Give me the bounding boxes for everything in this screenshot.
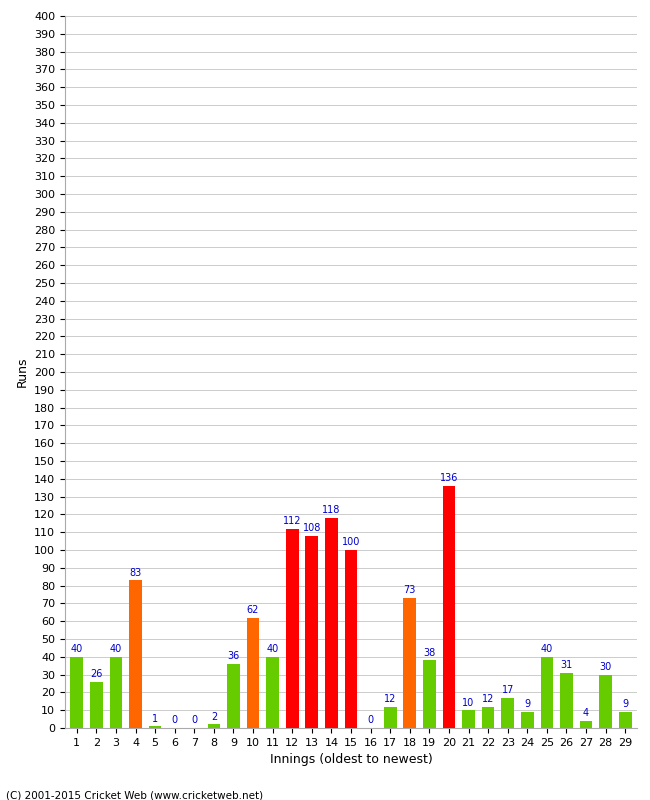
- Text: 31: 31: [560, 660, 573, 670]
- Bar: [306, 536, 318, 728]
- Y-axis label: Runs: Runs: [16, 357, 29, 387]
- Bar: [501, 698, 514, 728]
- Text: 40: 40: [541, 644, 553, 654]
- Text: 118: 118: [322, 506, 341, 515]
- X-axis label: Innings (oldest to newest): Innings (oldest to newest): [270, 754, 432, 766]
- Text: 40: 40: [71, 644, 83, 654]
- Text: 108: 108: [303, 523, 321, 533]
- Text: (C) 2001-2015 Cricket Web (www.cricketweb.net): (C) 2001-2015 Cricket Web (www.cricketwe…: [6, 790, 264, 800]
- Text: 100: 100: [342, 538, 360, 547]
- Text: 10: 10: [462, 698, 474, 707]
- Bar: [286, 529, 298, 728]
- Bar: [110, 657, 122, 728]
- Text: 30: 30: [599, 662, 612, 672]
- Text: 1: 1: [152, 714, 158, 723]
- Text: 12: 12: [482, 694, 494, 704]
- Text: 62: 62: [247, 605, 259, 615]
- Text: 136: 136: [440, 474, 458, 483]
- Bar: [247, 618, 259, 728]
- Text: 9: 9: [525, 699, 530, 710]
- Bar: [404, 598, 416, 728]
- Text: 0: 0: [367, 715, 374, 726]
- Bar: [560, 673, 573, 728]
- Text: 36: 36: [227, 651, 240, 662]
- Bar: [580, 721, 592, 728]
- Bar: [207, 725, 220, 728]
- Bar: [541, 657, 553, 728]
- Text: 12: 12: [384, 694, 396, 704]
- Bar: [149, 726, 161, 728]
- Bar: [482, 706, 495, 728]
- Text: 38: 38: [423, 648, 436, 658]
- Text: 73: 73: [404, 586, 416, 595]
- Text: 17: 17: [502, 685, 514, 695]
- Text: 0: 0: [172, 715, 177, 726]
- Bar: [599, 674, 612, 728]
- Bar: [129, 580, 142, 728]
- Text: 2: 2: [211, 712, 217, 722]
- Text: 0: 0: [191, 715, 198, 726]
- Text: 26: 26: [90, 669, 103, 679]
- Bar: [521, 712, 534, 728]
- Text: 40: 40: [110, 644, 122, 654]
- Bar: [325, 518, 338, 728]
- Text: 83: 83: [129, 567, 142, 578]
- Bar: [227, 664, 240, 728]
- Text: 4: 4: [583, 708, 589, 718]
- Bar: [443, 486, 455, 728]
- Text: 112: 112: [283, 516, 302, 526]
- Bar: [423, 660, 436, 728]
- Bar: [266, 657, 279, 728]
- Text: 40: 40: [266, 644, 279, 654]
- Bar: [70, 657, 83, 728]
- Text: 9: 9: [622, 699, 629, 710]
- Bar: [90, 682, 103, 728]
- Bar: [344, 550, 358, 728]
- Bar: [462, 710, 475, 728]
- Bar: [619, 712, 632, 728]
- Bar: [384, 706, 396, 728]
